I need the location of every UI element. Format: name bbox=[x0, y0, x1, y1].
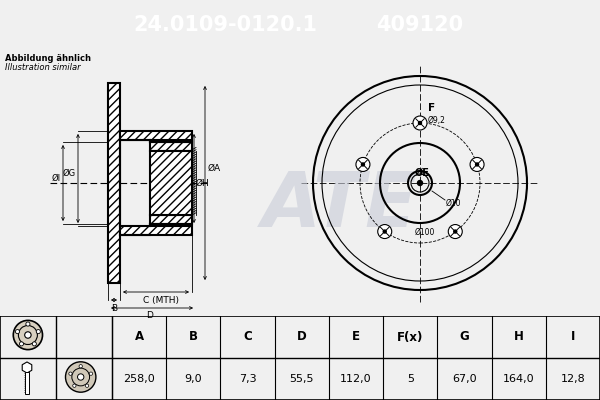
Bar bbox=[25, 372, 29, 394]
Text: B: B bbox=[189, 330, 198, 344]
Text: ATE: ATE bbox=[262, 169, 418, 243]
Text: 12,8: 12,8 bbox=[560, 374, 585, 384]
Text: H: H bbox=[514, 330, 524, 344]
Circle shape bbox=[69, 372, 72, 375]
Circle shape bbox=[73, 384, 76, 387]
Text: 9,0: 9,0 bbox=[185, 374, 202, 384]
Text: C: C bbox=[243, 330, 252, 344]
Text: 5: 5 bbox=[407, 374, 414, 384]
Circle shape bbox=[26, 322, 30, 326]
Text: A: A bbox=[134, 330, 143, 344]
Circle shape bbox=[19, 342, 23, 346]
Bar bbox=[150, 151, 192, 215]
Bar bbox=[120, 226, 192, 235]
Circle shape bbox=[448, 224, 462, 238]
Text: 24.0109-0120.1: 24.0109-0120.1 bbox=[133, 15, 317, 35]
Circle shape bbox=[361, 163, 364, 166]
Text: G: G bbox=[460, 330, 469, 344]
Text: Ø9,2: Ø9,2 bbox=[428, 116, 446, 124]
Circle shape bbox=[378, 224, 392, 238]
Text: Ø100: Ø100 bbox=[415, 228, 435, 236]
Circle shape bbox=[72, 368, 89, 386]
Circle shape bbox=[89, 372, 92, 375]
Text: ØE: ØE bbox=[415, 168, 430, 178]
Text: E: E bbox=[352, 330, 360, 344]
Circle shape bbox=[77, 374, 84, 380]
Circle shape bbox=[36, 330, 40, 334]
Text: D: D bbox=[146, 311, 154, 320]
Circle shape bbox=[85, 384, 89, 387]
Text: F(x): F(x) bbox=[397, 330, 424, 344]
Text: ØG: ØG bbox=[63, 168, 76, 178]
Text: 112,0: 112,0 bbox=[340, 374, 372, 384]
Bar bbox=[150, 215, 192, 224]
Text: Abbildung ähnlich: Abbildung ähnlich bbox=[5, 54, 91, 63]
Text: B: B bbox=[111, 304, 117, 313]
Text: I: I bbox=[571, 330, 575, 344]
Text: 164,0: 164,0 bbox=[503, 374, 535, 384]
Text: 258,0: 258,0 bbox=[123, 374, 155, 384]
Bar bbox=[120, 131, 192, 140]
Bar bbox=[150, 142, 192, 151]
Bar bbox=[150, 142, 192, 151]
Circle shape bbox=[419, 122, 421, 124]
Text: Illustration similar: Illustration similar bbox=[5, 63, 80, 72]
Text: C (MTH): C (MTH) bbox=[143, 296, 179, 305]
Circle shape bbox=[413, 116, 427, 130]
Text: ØA: ØA bbox=[208, 164, 221, 172]
Circle shape bbox=[470, 158, 484, 172]
Circle shape bbox=[356, 158, 370, 172]
Bar bbox=[108, 83, 120, 283]
Circle shape bbox=[383, 230, 386, 233]
Circle shape bbox=[25, 332, 31, 338]
Circle shape bbox=[79, 364, 82, 368]
Bar bbox=[108, 83, 120, 283]
Text: F: F bbox=[428, 103, 435, 113]
Bar bbox=[150, 215, 192, 224]
Circle shape bbox=[418, 180, 422, 186]
Text: 67,0: 67,0 bbox=[452, 374, 477, 384]
Bar bbox=[150, 151, 192, 215]
Circle shape bbox=[19, 326, 37, 344]
Text: D: D bbox=[297, 330, 307, 344]
Circle shape bbox=[16, 330, 20, 334]
Circle shape bbox=[13, 320, 43, 350]
Bar bbox=[120, 131, 192, 140]
Text: ØI: ØI bbox=[52, 174, 61, 182]
Circle shape bbox=[32, 342, 37, 346]
Bar bbox=[120, 226, 192, 235]
Text: 55,5: 55,5 bbox=[290, 374, 314, 384]
Text: ØH: ØH bbox=[196, 178, 210, 188]
Text: 409120: 409120 bbox=[376, 15, 464, 35]
Text: Ø10: Ø10 bbox=[446, 198, 461, 208]
Circle shape bbox=[65, 362, 96, 392]
Polygon shape bbox=[22, 362, 32, 373]
Circle shape bbox=[454, 230, 457, 233]
Text: 7,3: 7,3 bbox=[239, 374, 256, 384]
Circle shape bbox=[476, 163, 479, 166]
